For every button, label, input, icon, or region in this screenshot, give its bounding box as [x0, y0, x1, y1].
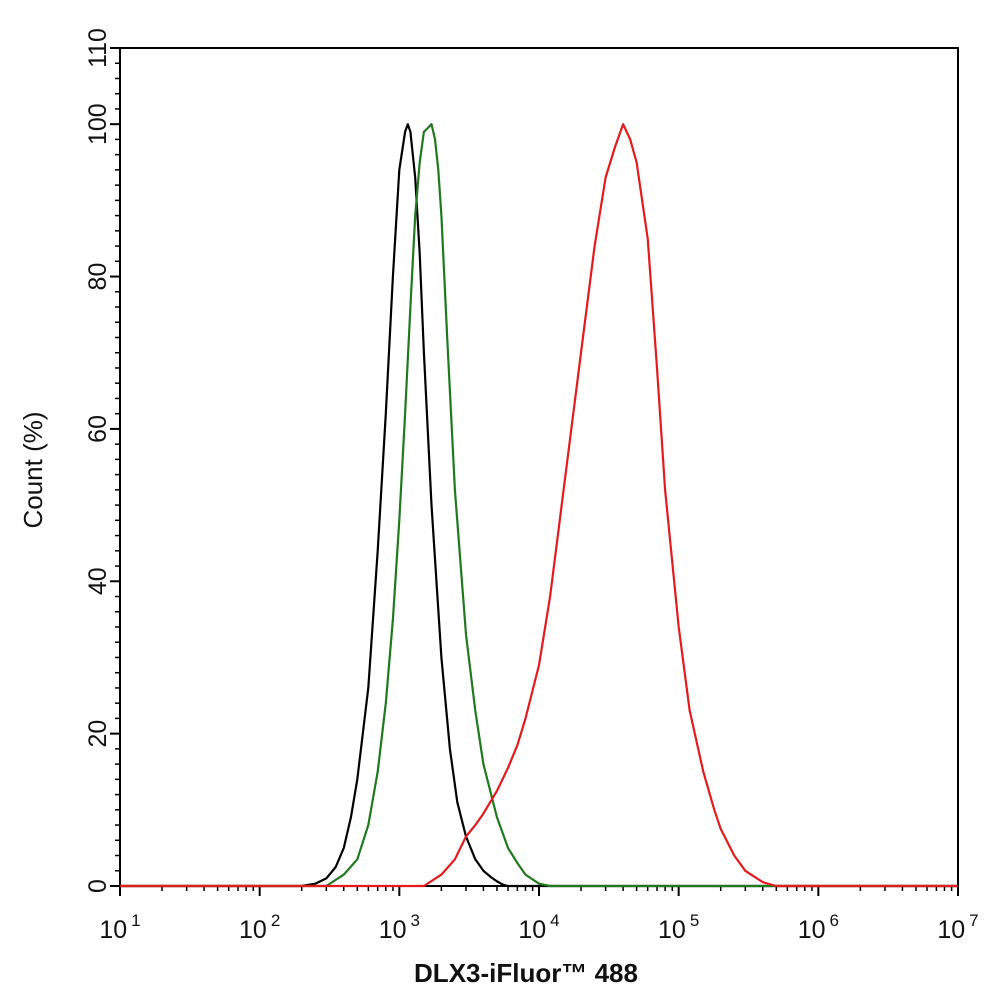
series-layer: [120, 123, 958, 888]
x-tick-label: 10 5: [658, 911, 699, 944]
y-tick-label: 40: [84, 567, 112, 595]
x-tick-label: 10 6: [798, 911, 839, 944]
x-tick-label: 10 1: [99, 911, 140, 944]
y-tick-label: 60: [84, 415, 112, 443]
y-axis-ticks: 0 20 40 60 80 100 110: [84, 28, 120, 893]
y-tick-label: 100: [84, 103, 112, 145]
series-line-3: [120, 123, 958, 888]
x-tick-label: 10 2: [239, 911, 280, 944]
y-tick-label: 110: [84, 28, 112, 68]
y-tick-label: 80: [84, 263, 112, 291]
x-tick-label: 10 7: [937, 911, 978, 944]
series-line-2: [120, 123, 958, 888]
series-line-1: [120, 123, 958, 888]
x-tick-label: 10 3: [379, 911, 420, 944]
y-axis-title: Count (%): [18, 411, 48, 528]
y-tick-label: 0: [84, 879, 112, 893]
x-axis-ticks: 10 1 10 2 10 3 10 4 10 5 10 6 10 7: [99, 886, 979, 944]
x-axis-title: DLX3-iFluor™ 488: [414, 958, 638, 988]
x-tick-label: 10 4: [518, 911, 559, 944]
plot-frame: [119, 47, 959, 887]
y-tick-label: 20: [84, 720, 112, 748]
